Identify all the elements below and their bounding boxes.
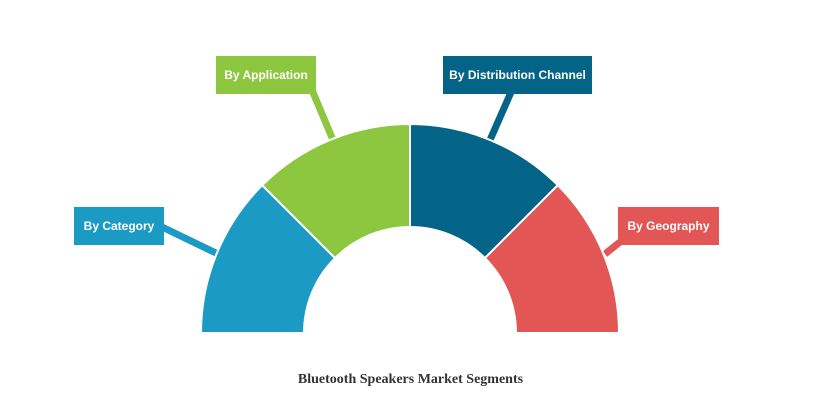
arc-group xyxy=(199,122,621,334)
connector-by-geography xyxy=(602,239,623,257)
connector-group xyxy=(160,88,623,258)
label-box-by-distribution-channel xyxy=(443,56,592,94)
label-group: By Category By Application By Distribution… xyxy=(74,56,719,245)
segment-label-by-category: By Category xyxy=(84,219,155,233)
connector-by-distribution-channel xyxy=(486,88,516,142)
segment-label-by-geography: By Geography xyxy=(627,219,709,233)
label-box-by-geography xyxy=(618,207,719,245)
segment-label-by-distribution-channel: By Distribution Channel xyxy=(449,68,586,82)
segment-arc-by-geography xyxy=(483,183,621,334)
segment-label-by-application: By Application xyxy=(224,68,308,82)
label-box-by-application xyxy=(216,56,316,94)
diagram-caption: Bluetooth Speakers Market Segments xyxy=(297,372,524,387)
connector-by-category xyxy=(160,223,220,258)
label-box-by-category xyxy=(74,207,164,245)
connector-by-application xyxy=(308,88,337,142)
